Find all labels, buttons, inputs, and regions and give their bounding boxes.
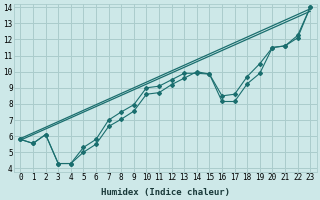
X-axis label: Humidex (Indice chaleur): Humidex (Indice chaleur)	[101, 188, 230, 197]
